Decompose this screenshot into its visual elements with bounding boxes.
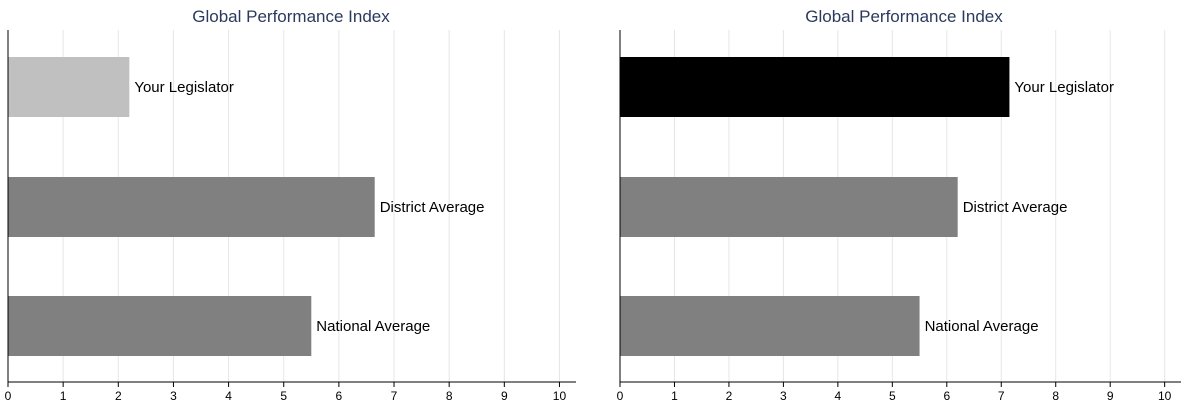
x-tick-label: 10 xyxy=(553,389,567,403)
chart-title: Global Performance Index xyxy=(192,7,390,26)
bar-national-average xyxy=(8,296,312,356)
bar-district-average xyxy=(620,177,958,237)
bar-label: National Average xyxy=(316,318,430,335)
x-tick-label: 7 xyxy=(998,389,1005,403)
x-tick-label: 8 xyxy=(1052,389,1059,403)
x-tick-label: 9 xyxy=(501,389,508,403)
x-tick-label: 6 xyxy=(336,389,343,403)
x-tick-label: 2 xyxy=(726,389,733,403)
bar-label: Your Legislator xyxy=(134,79,234,96)
chart-panel-1: Global Performance Index 0 1 2 3 4 5 6 7 8 9 10 Your… xyxy=(5,7,576,403)
bar-label: Your Legislator xyxy=(1014,79,1114,96)
x-tick-label: 3 xyxy=(780,389,787,403)
bar-your-legislator xyxy=(8,57,130,117)
chart-title: Global Performance Index xyxy=(805,7,1003,26)
x-tick-label: 6 xyxy=(943,389,950,403)
x-tick-label: 4 xyxy=(225,389,232,403)
x-tick-label: 1 xyxy=(60,389,67,403)
x-tick-label: 2 xyxy=(115,389,122,403)
bar-label: District Average xyxy=(963,199,1068,216)
x-tick-label: 5 xyxy=(280,389,287,403)
x-tick-label: 0 xyxy=(5,389,12,403)
x-tick-label: 1 xyxy=(671,389,678,403)
x-tick-label: 8 xyxy=(446,389,453,403)
bar-your-legislator xyxy=(620,57,1010,117)
bar-label: National Average xyxy=(925,318,1039,335)
x-tick-label: 0 xyxy=(617,389,624,403)
bar-label: District Average xyxy=(380,199,485,216)
x-tick-label: 4 xyxy=(835,389,842,403)
x-tick-label: 3 xyxy=(170,389,177,403)
x-tick-label: 7 xyxy=(391,389,398,403)
chart-panel-2: Global Performance Index 0 1 2 3 4 5 6 7 8 9 10 Your… xyxy=(617,7,1181,403)
x-tick-label: 9 xyxy=(1107,389,1114,403)
x-tick-label: 10 xyxy=(1158,389,1172,403)
bar-national-average xyxy=(620,296,920,356)
bar-district-average xyxy=(8,177,375,237)
x-tick-label: 5 xyxy=(889,389,896,403)
